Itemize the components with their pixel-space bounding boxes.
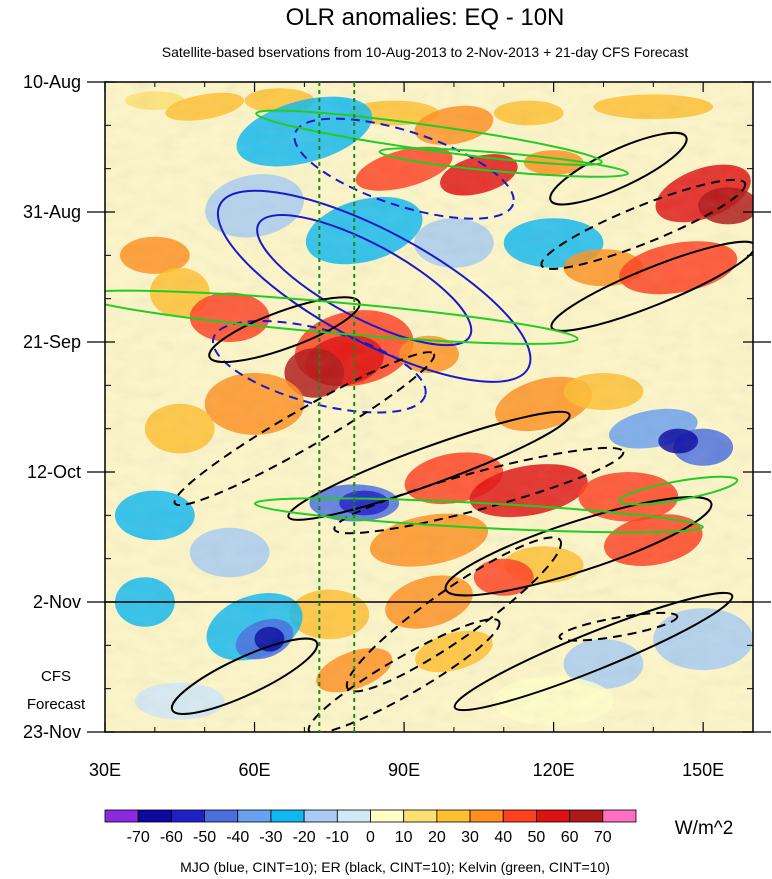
colorbar-label: -20	[293, 829, 316, 846]
contour-line	[256, 214, 473, 347]
contour-line	[453, 591, 734, 712]
y-tick-label: 12-Oct	[27, 462, 81, 482]
x-tick-label: 120E	[533, 760, 575, 780]
contour-line	[253, 497, 704, 534]
colorbar-cell	[204, 809, 239, 823]
colorbar-label: 40	[494, 829, 512, 846]
x-tick-label: 90E	[388, 760, 420, 780]
contour-line	[618, 475, 739, 506]
y-tick-label: 23-Nov	[23, 722, 81, 742]
colorbar-label: -50	[193, 829, 216, 846]
contour-line	[540, 178, 747, 270]
forecast-label-line2: Forecast	[27, 696, 86, 713]
colorbar-cell	[536, 809, 571, 823]
colorbar-cell	[237, 809, 272, 823]
plot-frame	[104, 81, 754, 733]
y-tick-label: 10-Aug	[23, 72, 81, 92]
colorbar-cell	[370, 809, 405, 823]
colorbar-label: 70	[594, 829, 612, 846]
contour-caption: MJO (blue, CINT=10); ER (black, CINT=10)…	[180, 859, 610, 875]
colorbar-cell	[469, 809, 504, 823]
contour-line	[558, 611, 679, 642]
chart-subtitle: Satellite-based bservations from 10-Aug-…	[162, 44, 689, 60]
contour-line	[287, 410, 571, 521]
colorbar-label: 20	[428, 829, 446, 846]
colorbar-cell	[270, 809, 305, 823]
anomaly-texture	[105, 82, 753, 732]
colorbar-label: 10	[395, 829, 413, 846]
colorbar-label: -10	[326, 829, 349, 846]
colorbar-cell	[569, 809, 604, 823]
y-tick-label: 21-Sep	[23, 332, 81, 352]
colorbar-label: 50	[528, 829, 546, 846]
contour-line	[105, 289, 579, 345]
contour-line	[549, 131, 688, 206]
colorbar-cell	[502, 809, 537, 823]
colorbar-cell	[104, 809, 139, 823]
contour-line	[444, 496, 713, 597]
contour-line	[293, 117, 515, 220]
colorbar-label: -70	[127, 829, 150, 846]
y-tick-label: 2-Nov	[33, 592, 81, 612]
x-tick-label: 30E	[89, 760, 121, 780]
colorbar-cell	[602, 809, 637, 823]
contour-line	[255, 109, 603, 166]
contour-line	[307, 618, 501, 732]
contour-line	[333, 446, 625, 535]
contour-line	[345, 536, 563, 693]
colorbar-unit: W/m^2	[675, 818, 734, 839]
colorbar-cell	[436, 809, 471, 823]
colorbar-label: -60	[160, 829, 183, 846]
x-tick-label: 60E	[239, 760, 271, 780]
contour-line	[550, 240, 753, 332]
contour-line	[216, 189, 532, 383]
colorbar-cell	[137, 809, 172, 823]
y-tick-label: 31-Aug	[23, 202, 81, 222]
colorbar-cell	[303, 809, 338, 823]
colorbar-cell	[170, 809, 205, 823]
colorbar-label: -30	[259, 829, 282, 846]
colorbar-label: 30	[461, 829, 479, 846]
colorbar-label: 60	[561, 829, 579, 846]
colorbar-label: 0	[366, 829, 375, 846]
colorbar-cell	[403, 809, 438, 823]
contour-line	[208, 296, 361, 364]
chart-title: OLR anomalies: EQ - 10N	[286, 4, 565, 31]
forecast-label-line1: CFS	[41, 668, 71, 685]
x-tick-label: 150E	[682, 760, 724, 780]
colorbar-label: -40	[226, 829, 249, 846]
plot-area	[105, 82, 753, 732]
contour-line	[170, 637, 319, 715]
colorbar-cell	[336, 809, 371, 823]
contour-line	[378, 147, 629, 178]
